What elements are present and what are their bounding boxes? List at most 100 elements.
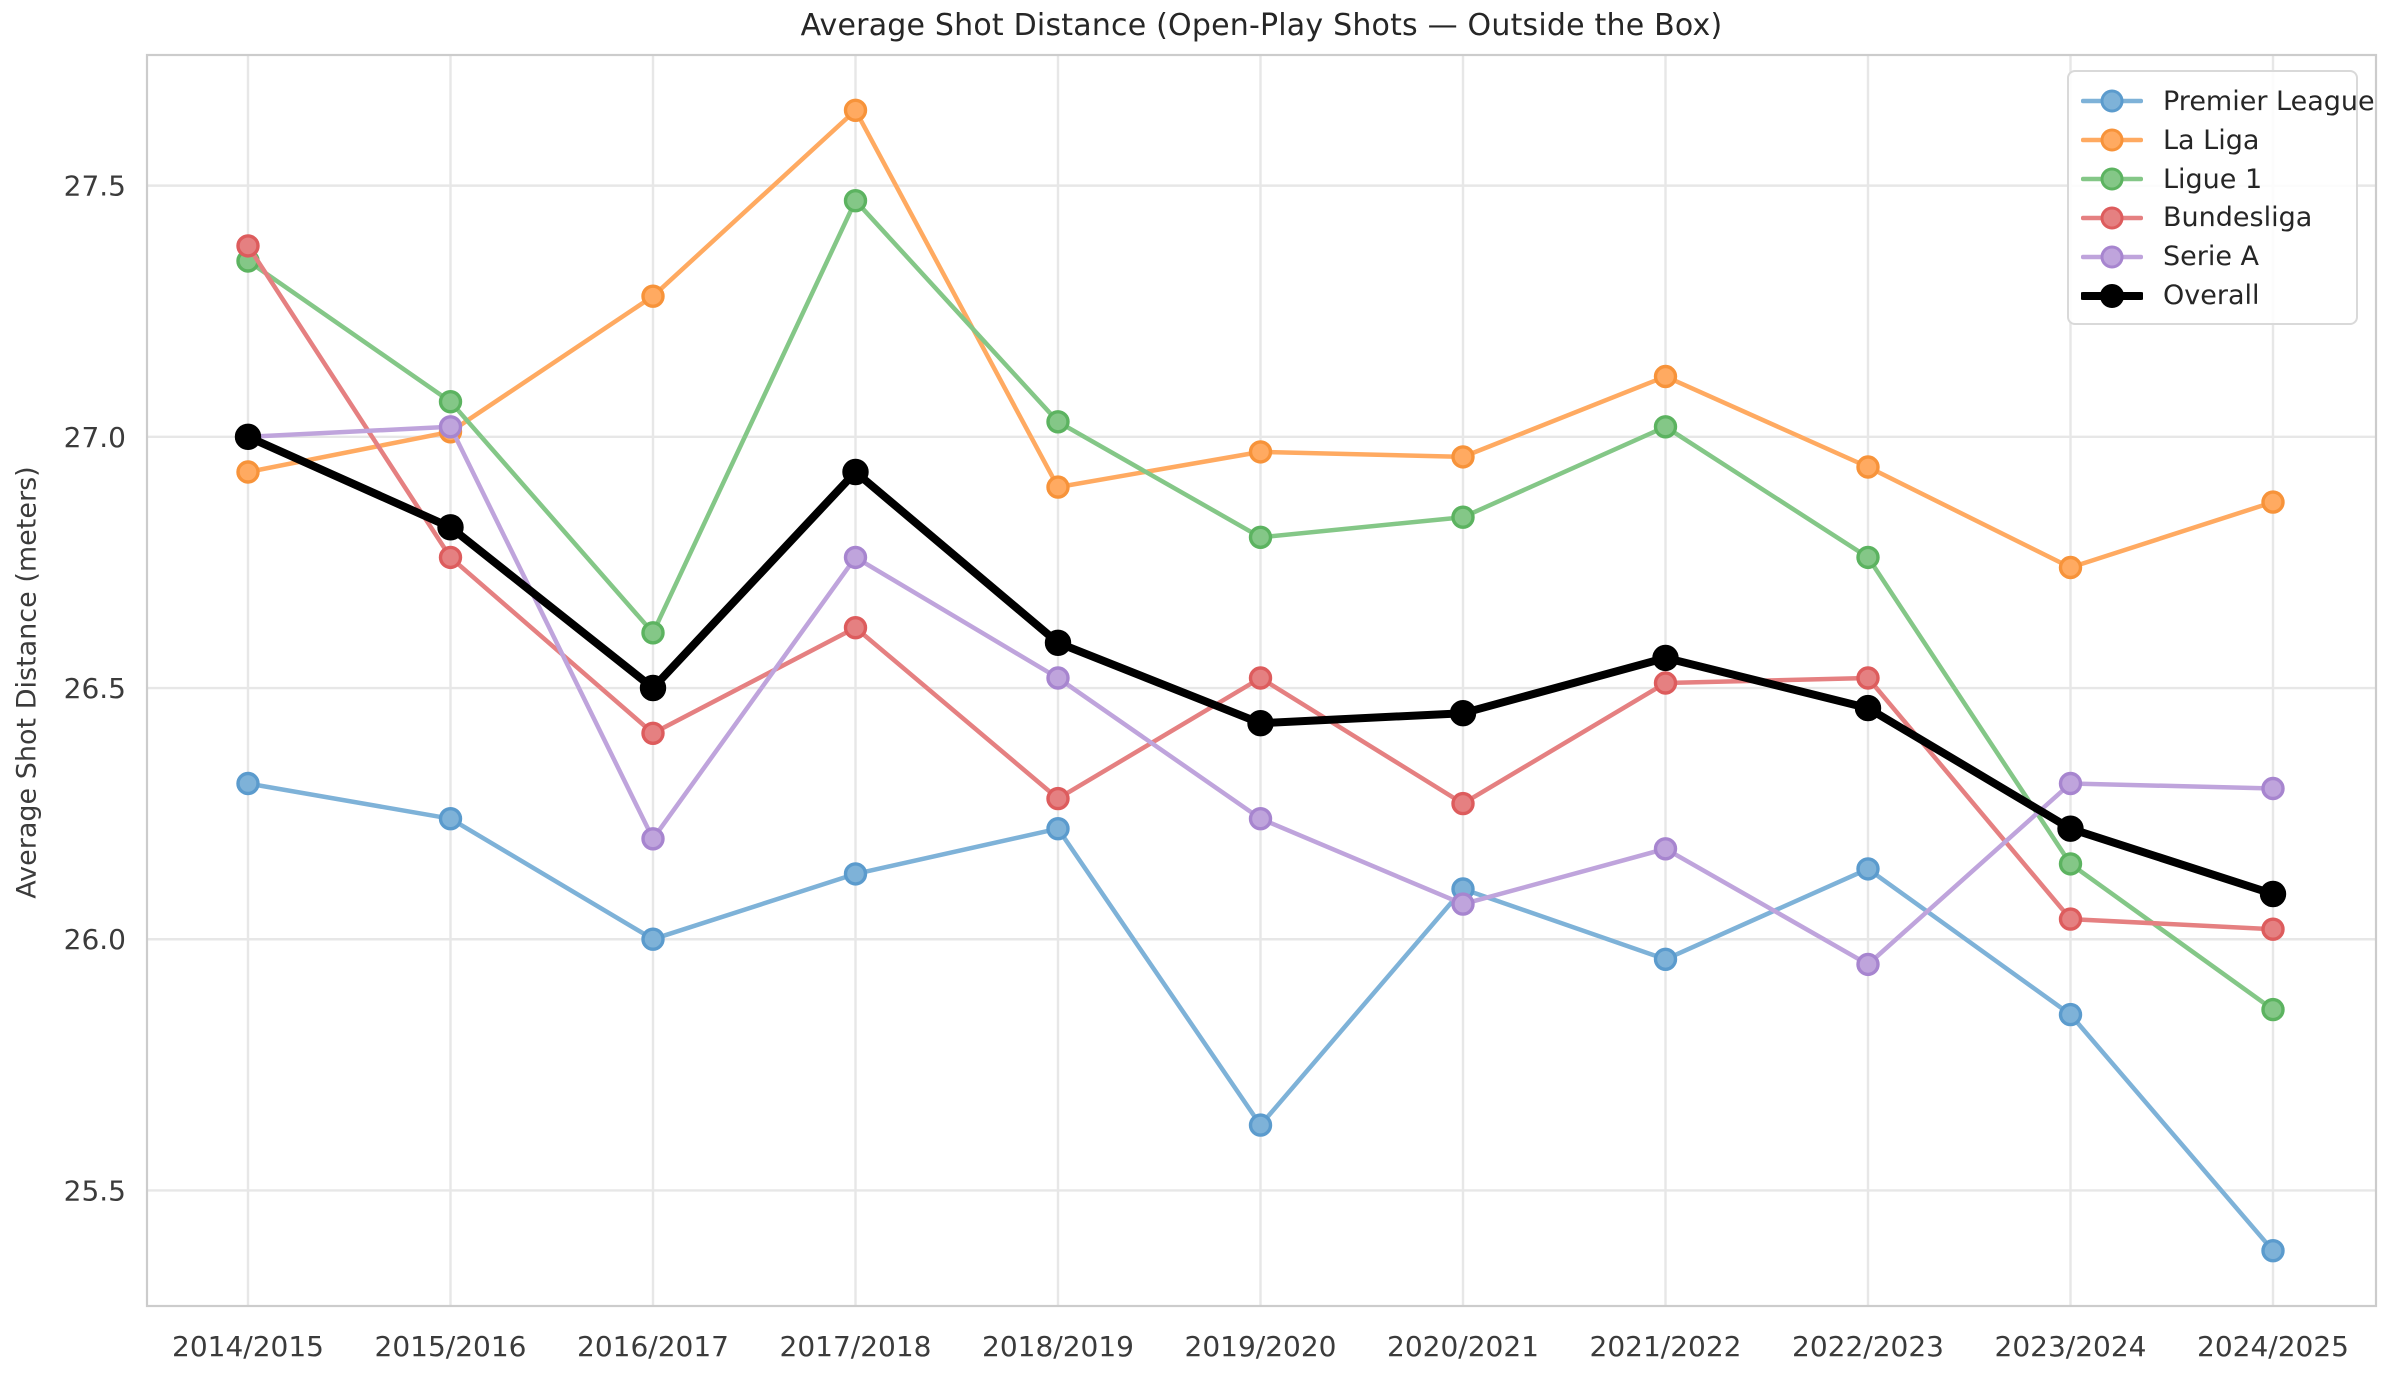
x-tick-label: 2018/2019 — [982, 1330, 1134, 1363]
x-tick-label: 2019/2020 — [1185, 1330, 1337, 1363]
legend-swatch-icon — [2081, 206, 2143, 230]
x-tick-label: 2014/2015 — [172, 1330, 324, 1363]
data-point-marker — [438, 390, 463, 414]
chart-title: Average Shot Distance (Open-Play Shots —… — [800, 8, 1723, 43]
legend-item-overall: Overall — [2081, 277, 2342, 315]
data-point-marker — [1451, 445, 1475, 469]
legend-swatch-icon — [2081, 167, 2143, 191]
data-point-marker — [1856, 455, 1880, 479]
data-point-marker — [1046, 786, 1070, 811]
x-tick-label: 2021/2022 — [1590, 1330, 1742, 1363]
data-point-marker — [639, 674, 667, 702]
y-tick-label: 27.5 — [64, 170, 126, 203]
legend-swatch-icon — [2081, 128, 2143, 152]
data-point-marker — [1856, 857, 1880, 881]
data-point-marker — [1247, 710, 1274, 737]
legend-label: Premier League — [2163, 85, 2375, 117]
data-point-marker — [1248, 440, 1273, 464]
x-tick-label: 2024/2025 — [2197, 1330, 2349, 1363]
legend-item-serie-a: Serie A — [2081, 238, 2342, 276]
data-point-marker — [641, 721, 665, 745]
x-tick-label: 2016/2017 — [577, 1330, 729, 1363]
data-point-marker — [1046, 666, 1070, 690]
legend-item-la-liga: La Liga — [2081, 121, 2342, 159]
legend-label: Ligue 1 — [2163, 163, 2263, 195]
data-point-marker — [1652, 644, 1679, 672]
legend-label: Serie A — [2163, 241, 2260, 273]
data-point-marker — [2261, 917, 2285, 941]
data-point-marker — [641, 927, 665, 951]
data-point-marker — [1046, 475, 1070, 499]
plot-border — [145, 53, 2378, 1308]
data-point-marker — [2261, 776, 2285, 801]
data-point-marker — [438, 415, 463, 439]
y-tick-label: 26.5 — [64, 672, 126, 705]
data-point-marker — [2261, 1238, 2285, 1263]
x-tick-label: 2023/2024 — [1995, 1330, 2147, 1363]
data-point-marker — [843, 98, 868, 123]
data-point-marker — [1653, 415, 1678, 439]
data-point-marker — [236, 771, 260, 796]
data-point-marker — [1856, 545, 1880, 570]
data-point-marker — [843, 545, 868, 570]
data-point-marker — [842, 458, 869, 486]
data-point-marker — [1856, 666, 1880, 690]
data-point-marker — [2058, 555, 2083, 580]
y-tick-label: 25.5 — [64, 1174, 126, 1207]
data-point-marker — [2057, 815, 2084, 842]
data-point-marker — [843, 188, 868, 213]
data-point-marker — [2058, 1002, 2083, 1027]
data-point-marker — [1653, 364, 1678, 389]
data-point-marker — [2261, 997, 2285, 1022]
data-point-marker — [1046, 410, 1070, 434]
data-point-marker — [1451, 791, 1475, 816]
y-tick-label: 26.0 — [64, 923, 126, 956]
data-point-marker — [1451, 892, 1475, 916]
data-point-marker — [2259, 880, 2287, 908]
legend-item-premier-league: Premier League — [2081, 82, 2375, 120]
data-point-marker — [1248, 666, 1273, 690]
data-point-marker — [438, 545, 463, 570]
data-point-marker — [1046, 817, 1070, 841]
data-point-marker — [641, 284, 665, 308]
x-tick-label: 2020/2021 — [1387, 1330, 1539, 1363]
data-point-marker — [437, 514, 464, 541]
data-point-marker — [1653, 947, 1678, 971]
data-point-marker — [1248, 807, 1273, 831]
data-point-marker — [843, 616, 868, 640]
legend-item-bundesliga: Bundesliga — [2081, 199, 2342, 237]
data-point-marker — [236, 234, 260, 258]
data-point-marker — [1451, 505, 1475, 529]
data-point-marker — [1449, 700, 1477, 727]
legend-swatch-icon — [2081, 89, 2143, 113]
x-tick-label: 2017/2018 — [780, 1330, 932, 1363]
y-tick-label: 27.0 — [64, 421, 126, 454]
data-point-marker — [2058, 852, 2083, 876]
x-tick-label: 2022/2023 — [1792, 1330, 1944, 1363]
legend-label: Overall — [2163, 280, 2260, 312]
data-point-marker — [1248, 525, 1273, 549]
data-point-marker — [438, 807, 463, 831]
data-point-marker — [2058, 771, 2083, 796]
x-tick-label: 2015/2016 — [375, 1330, 527, 1363]
data-point-marker — [1856, 952, 1880, 977]
data-point-marker — [641, 621, 665, 645]
legend-swatch-icon — [2081, 245, 2143, 269]
data-point-marker — [2261, 490, 2285, 514]
data-point-marker — [1854, 694, 1882, 722]
data-point-marker — [2058, 907, 2083, 931]
data-point-marker — [236, 460, 260, 484]
data-point-marker — [234, 423, 262, 450]
legend-label: La Liga — [2163, 124, 2260, 156]
data-point-marker — [1653, 837, 1678, 861]
legend-swatch-icon — [2081, 283, 2143, 308]
data-point-marker — [1248, 1113, 1273, 1137]
data-point-marker — [843, 862, 868, 886]
data-point-marker — [1044, 629, 1072, 656]
legend: Premier League La Liga Ligue 1 Bundesliga Se… — [2067, 70, 2375, 325]
data-point-marker — [641, 827, 665, 851]
data-point-marker — [1653, 671, 1678, 695]
legend-item-ligue-1: Ligue 1 — [2081, 160, 2342, 198]
